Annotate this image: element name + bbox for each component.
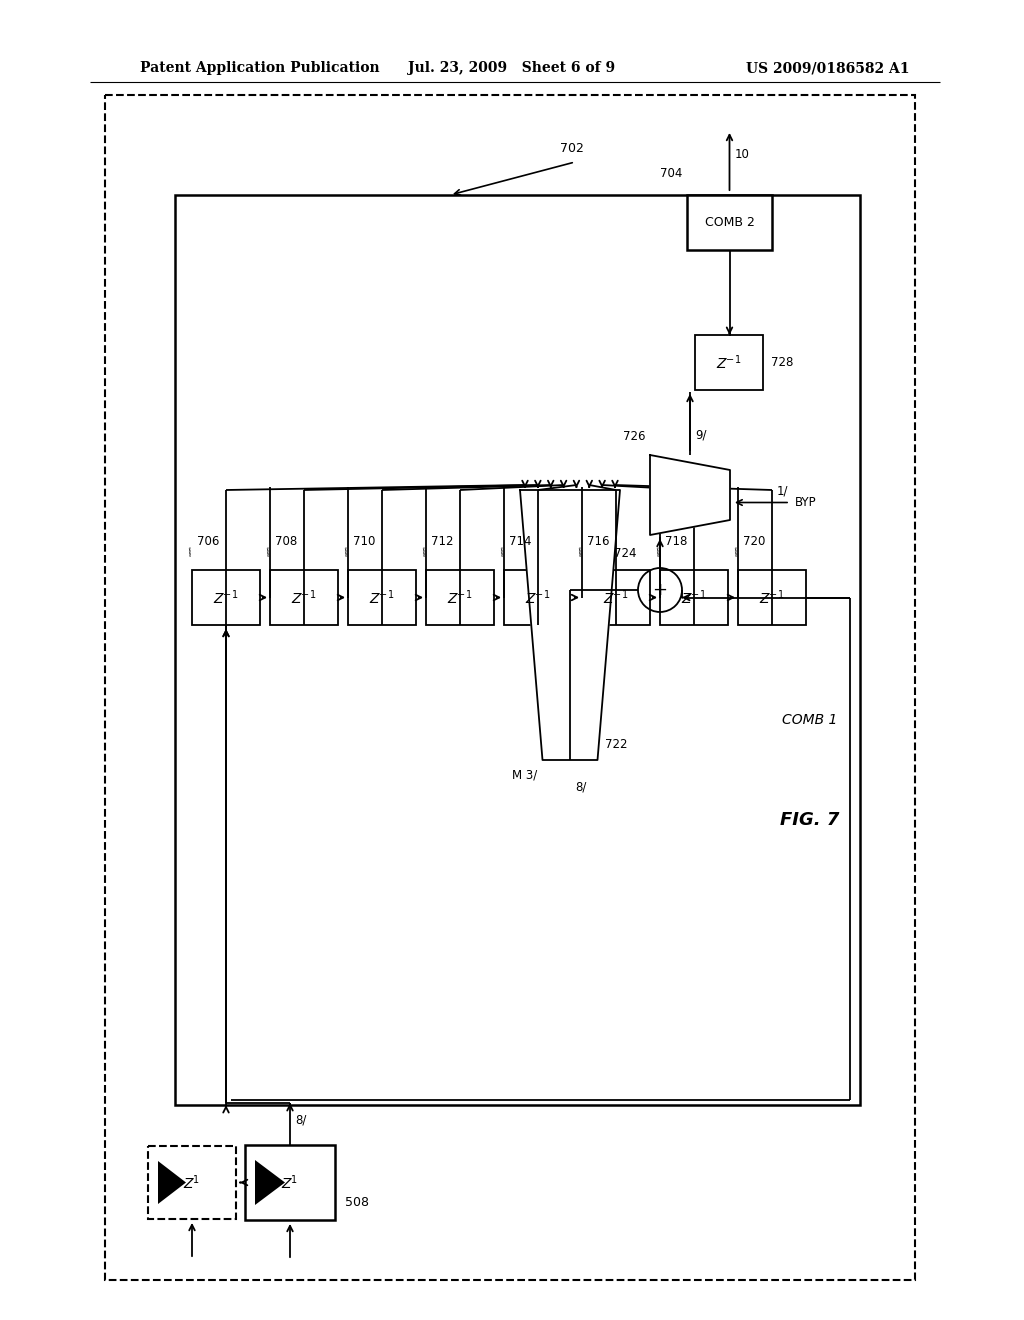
Text: Z$^{-1}$: Z$^{-1}$: [447, 589, 473, 607]
Polygon shape: [158, 1162, 186, 1204]
Text: 722: 722: [605, 738, 628, 751]
Text: 706: 706: [197, 535, 219, 548]
Text: 704: 704: [659, 168, 682, 180]
Bar: [148, 1146, 236, 1218]
Text: Z$^{-1}$: Z$^{-1}$: [603, 589, 629, 607]
Text: Z$^{-1}$: Z$^{-1}$: [370, 589, 394, 607]
Text: 720: 720: [743, 535, 765, 548]
Text: Jul. 23, 2009   Sheet 6 of 9: Jul. 23, 2009 Sheet 6 of 9: [409, 61, 615, 75]
Text: 8/: 8/: [575, 780, 587, 793]
Polygon shape: [255, 1160, 285, 1205]
Text: 702: 702: [560, 143, 584, 154]
Text: 508: 508: [345, 1196, 369, 1209]
Bar: [738, 570, 806, 624]
Bar: [687, 195, 772, 249]
Polygon shape: [520, 490, 620, 760]
Bar: [245, 1144, 335, 1220]
Text: 8/: 8/: [295, 1114, 306, 1126]
Bar: [426, 570, 494, 624]
Text: 718: 718: [665, 535, 687, 548]
Text: M 3/: M 3/: [512, 768, 538, 781]
Text: /: /: [499, 548, 506, 558]
Text: Z$^{-1}$: Z$^{-1}$: [717, 354, 741, 372]
Text: 716: 716: [587, 535, 609, 548]
Text: 10: 10: [734, 149, 750, 161]
Bar: [695, 335, 763, 389]
Text: Z$^{-1}$: Z$^{-1}$: [525, 589, 551, 607]
Text: 1/: 1/: [776, 484, 788, 498]
Text: 708: 708: [275, 535, 297, 548]
Text: /: /: [577, 548, 584, 558]
Text: /: /: [421, 548, 427, 558]
Bar: [582, 570, 650, 624]
Text: 726: 726: [623, 430, 645, 444]
Bar: [270, 570, 338, 624]
Text: /: /: [186, 548, 194, 558]
Text: /: /: [264, 548, 271, 558]
Text: 712: 712: [431, 535, 454, 548]
Text: Z$^{1}$: Z$^{1}$: [282, 1173, 299, 1192]
Polygon shape: [650, 455, 730, 535]
Bar: [105, 95, 915, 1280]
Text: Z$^{1}$: Z$^{1}$: [183, 1173, 201, 1192]
Text: Z$^{-1}$: Z$^{-1}$: [291, 589, 316, 607]
Text: 710: 710: [353, 535, 376, 548]
Text: Z$^{-1}$: Z$^{-1}$: [760, 589, 784, 607]
Text: 9/: 9/: [695, 429, 707, 441]
Bar: [660, 570, 728, 624]
Text: 728: 728: [771, 356, 794, 370]
Text: /: /: [342, 548, 349, 558]
Text: +: +: [652, 581, 668, 599]
Bar: [175, 195, 860, 1105]
Text: BYP: BYP: [795, 496, 816, 510]
Text: US 2009/0186582 A1: US 2009/0186582 A1: [746, 61, 910, 75]
Text: 714: 714: [509, 535, 531, 548]
Bar: [504, 570, 572, 624]
Text: /: /: [654, 548, 662, 558]
Bar: [348, 570, 416, 624]
Text: Z$^{-1}$: Z$^{-1}$: [681, 589, 707, 607]
Text: FIG. 7: FIG. 7: [780, 810, 840, 829]
Text: COMB 1: COMB 1: [782, 713, 838, 727]
Text: Z$^{-1}$: Z$^{-1}$: [213, 589, 239, 607]
Text: /: /: [732, 548, 739, 558]
Text: 724: 724: [613, 546, 636, 560]
Text: Patent Application Publication: Patent Application Publication: [140, 61, 380, 75]
Bar: [193, 570, 260, 624]
Text: COMB 2: COMB 2: [705, 216, 755, 228]
